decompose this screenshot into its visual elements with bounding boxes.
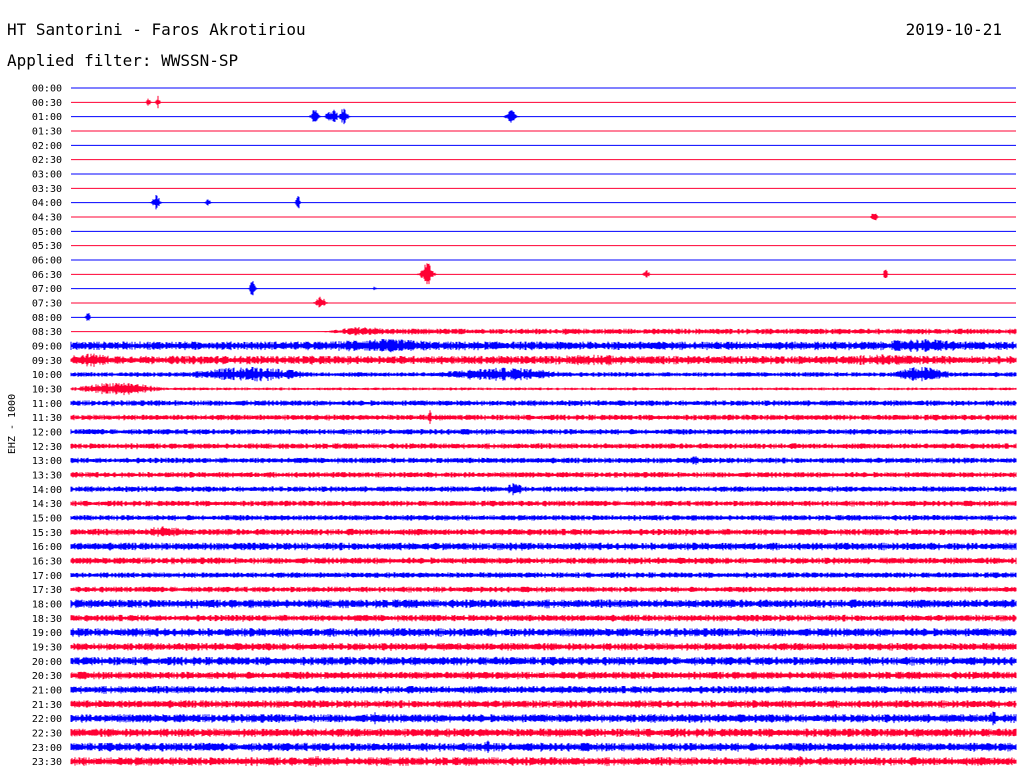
- time-tick-label: 16:30: [32, 556, 62, 567]
- seismic-trace: [70, 686, 1017, 694]
- time-tick-label: 17:30: [32, 585, 62, 596]
- time-tick-label: 02:00: [32, 141, 62, 152]
- seismic-trace: [70, 400, 1017, 407]
- time-tick-label: 05:00: [32, 227, 62, 238]
- time-tick-label: 05:30: [32, 241, 62, 252]
- time-tick-label: 03:00: [32, 169, 62, 180]
- time-tick-label: 04:00: [32, 198, 62, 209]
- time-tick-label: 15:00: [32, 513, 62, 524]
- seismic-trace: [145, 95, 162, 109]
- time-tick-label: 11:00: [32, 399, 62, 410]
- seismic-trace: [70, 443, 1017, 450]
- seismic-trace: [70, 410, 1017, 424]
- time-tick-label: 20:30: [32, 671, 62, 682]
- time-tick-label: 17:00: [32, 571, 62, 582]
- time-tick-label: 08:00: [32, 313, 62, 324]
- time-tick-label: 04:30: [32, 212, 62, 223]
- seismic-trace: [311, 296, 330, 308]
- time-tick-label: 21:00: [32, 685, 62, 696]
- time-tick-label: 23:30: [32, 757, 62, 768]
- seismic-trace: [70, 628, 1017, 638]
- seismic-trace: [70, 367, 1017, 382]
- date-label: 2019-10-21: [905, 20, 1002, 39]
- time-tick-label: 01:30: [32, 126, 62, 137]
- seismic-trace: [70, 557, 1017, 565]
- seismic-trace: [307, 108, 521, 125]
- seismic-trace: [70, 599, 1017, 609]
- seismic-trace: [246, 281, 378, 296]
- time-tick-label: 19:00: [32, 628, 62, 639]
- time-tick-label: 18:00: [32, 599, 62, 610]
- seismic-trace: [70, 542, 1017, 551]
- time-tick-label: 12:00: [32, 427, 62, 438]
- seismic-trace: [70, 671, 1017, 680]
- time-tick-label: 06:30: [32, 270, 62, 281]
- seismic-trace: [70, 339, 1017, 353]
- seismic-trace: [70, 586, 1017, 593]
- seismic-trace: [70, 572, 1017, 579]
- seismic-trace: [70, 500, 1017, 507]
- seismic-trace: [70, 728, 1017, 738]
- time-tick-label: 21:30: [32, 700, 62, 711]
- seismic-trace: [70, 456, 1017, 465]
- time-tick-label: 22:30: [32, 728, 62, 739]
- seismic-trace: [148, 195, 302, 210]
- station-title: HT Santorini - Faros Akrotiriou: [7, 20, 306, 39]
- seismic-trace: [70, 472, 1017, 478]
- time-tick-label: 00:00: [32, 84, 62, 95]
- seismic-trace: [70, 483, 1017, 496]
- time-tick-label: 14:30: [32, 499, 62, 510]
- y-axis-label: EHZ - 1000: [7, 394, 18, 454]
- time-tick-label: 22:00: [32, 714, 62, 725]
- seismic-trace: [70, 515, 1017, 521]
- time-tick-label: 12:30: [32, 442, 62, 453]
- time-tick-label: 19:30: [32, 642, 62, 653]
- time-tick-label: 23:00: [32, 743, 62, 754]
- seismic-trace: [313, 327, 1017, 336]
- time-tick-label: 16:00: [32, 542, 62, 553]
- seismic-trace: [70, 526, 1017, 537]
- filter-label: Applied filter: WWSSN-SP: [7, 51, 239, 70]
- seismic-trace: [70, 643, 1017, 651]
- seismic-trace: [70, 711, 1017, 726]
- time-tick-label: 14:00: [32, 485, 62, 496]
- time-tick-label: 13:00: [32, 456, 62, 467]
- time-tick-label: 01:00: [32, 112, 62, 123]
- time-tick-label: 00:30: [32, 98, 62, 109]
- time-tick-label: 09:00: [32, 341, 62, 352]
- seismic-trace: [415, 263, 890, 285]
- time-tick-label: 20:00: [32, 657, 62, 668]
- seismic-trace: [84, 313, 92, 321]
- time-tick-label: 15:30: [32, 528, 62, 539]
- time-tick-label: 03:30: [32, 184, 62, 195]
- trace-rows: 00:00 00:30 01:00 01:30 02:00 02:30 03:00 03:30…: [32, 84, 1017, 768]
- seismic-trace: [70, 382, 1017, 396]
- time-tick-label: 09:30: [32, 356, 62, 367]
- seismic-trace: [70, 353, 1017, 367]
- seismic-trace: [70, 614, 1017, 622]
- seismic-trace: [869, 213, 880, 221]
- time-tick-label: 11:30: [32, 413, 62, 424]
- seismic-trace: [70, 740, 1017, 753]
- time-tick-label: 13:30: [32, 470, 62, 481]
- seismic-trace: [70, 756, 1017, 767]
- time-tick-label: 10:30: [32, 384, 62, 395]
- time-tick-label: 10:00: [32, 370, 62, 381]
- time-tick-label: 07:30: [32, 298, 62, 309]
- time-tick-label: 06:00: [32, 255, 62, 266]
- seismic-trace: [70, 700, 1017, 709]
- time-tick-label: 02:30: [32, 155, 62, 166]
- seismic-trace: [70, 656, 1017, 666]
- time-tick-label: 18:30: [32, 614, 62, 625]
- seismic-trace: [70, 429, 1017, 435]
- time-tick-label: 08:30: [32, 327, 62, 338]
- time-tick-label: 07:00: [32, 284, 62, 295]
